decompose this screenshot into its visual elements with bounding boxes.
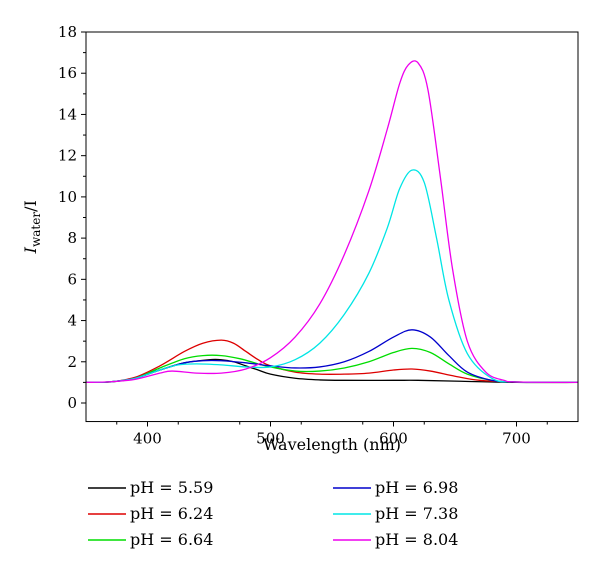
y-tick-label: 10 [58, 188, 77, 206]
series-line-2 [85, 347, 579, 384]
y-tick-label: 16 [58, 64, 77, 82]
axes: 0 2 4 6 8 10 12 14 16 18 400 500 600 700 [58, 23, 579, 448]
legend-label-2: pH = 6.64 [130, 530, 213, 549]
y-tick-label: 2 [67, 353, 77, 371]
series-line-5 [85, 60, 579, 384]
series-line-1 [85, 339, 579, 384]
series-line-4 [85, 169, 579, 384]
series-lines [85, 60, 579, 384]
y-tick-label: 6 [67, 270, 77, 288]
y-axis-label: Iwater/I [21, 200, 43, 254]
legend: pH = 5.59 pH = 6.24 pH = 6.64 pH = 6.98 pH =… [88, 478, 458, 549]
x-tick-label: 600 [379, 430, 408, 448]
y-tick-label: 4 [67, 312, 77, 330]
series-line-0 [85, 358, 579, 384]
y-axis-label-tail: /I [21, 200, 40, 212]
y-tick-label: 12 [58, 147, 77, 165]
y-axis-label-main: I [21, 246, 40, 254]
y-tick-label: 18 [58, 23, 77, 41]
legend-label-0: pH = 5.59 [130, 478, 213, 497]
x-tick-label: 500 [256, 430, 285, 448]
legend-label-3: pH = 6.98 [375, 478, 458, 497]
legend-label-1: pH = 6.24 [130, 504, 213, 523]
y-tick-label: 0 [67, 394, 77, 412]
y-axis-label-sub: water [29, 212, 43, 247]
legend-label-5: pH = 8.04 [375, 530, 458, 549]
x-tick-label: 400 [133, 430, 162, 448]
legend-label-4: pH = 7.38 [375, 504, 458, 523]
y-tick-label: 14 [58, 105, 77, 123]
y-tick-label: 8 [67, 229, 77, 247]
x-tick-label: 700 [502, 430, 531, 448]
x-axis-label: Wavelength (nm) [263, 435, 401, 454]
plot-frame [85, 31, 579, 423]
